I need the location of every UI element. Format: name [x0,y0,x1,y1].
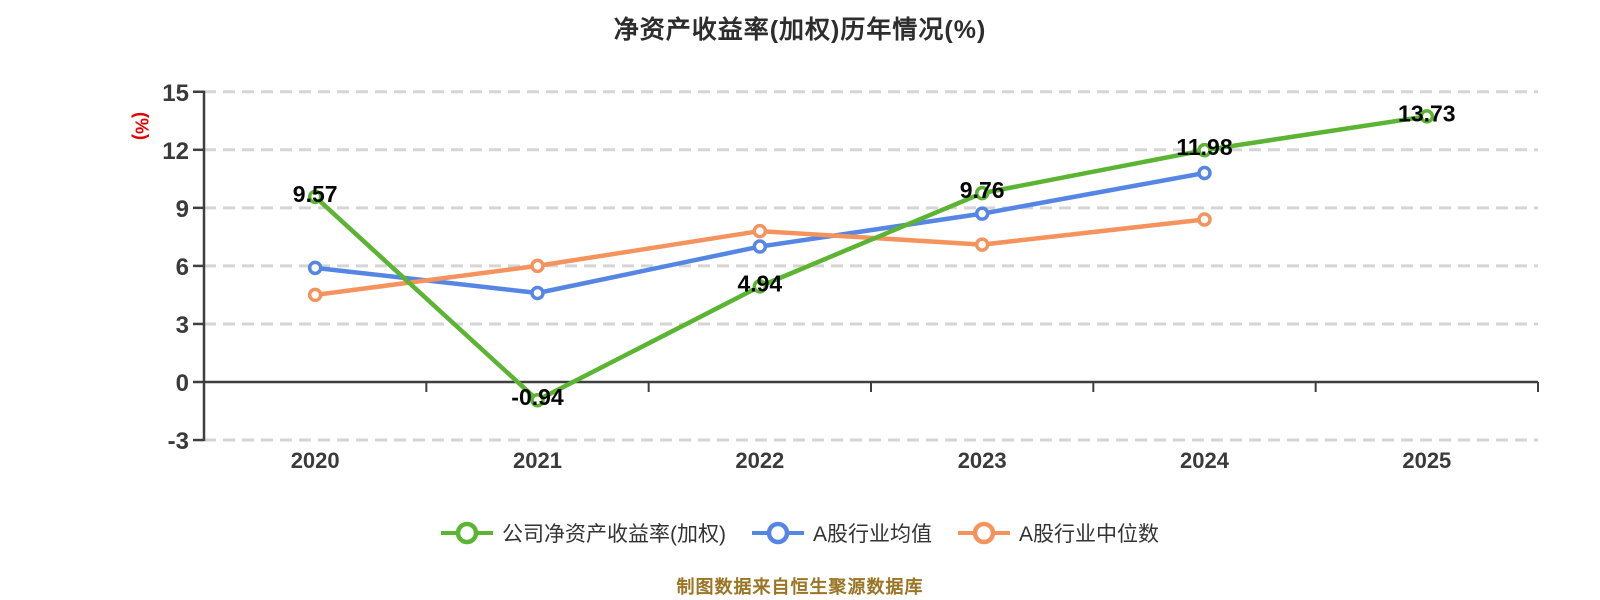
footer-attribution: 制图数据来自恒生聚源数据库 [676,577,924,597]
y-tick-label: 9 [176,196,189,223]
x-tick-label: 2025 [1402,448,1451,473]
x-tick-label: 2024 [1180,448,1230,473]
data-point-marker[interactable] [307,287,323,303]
data-point-marker[interactable] [530,285,545,301]
x-tick-label: 2021 [513,448,562,473]
y-tick-label: -3 [168,428,189,455]
data-point-marker[interactable] [1197,212,1212,227]
data-point-marker[interactable] [974,185,990,201]
legend-label: A股行业均值 [812,523,932,546]
data-point-marker[interactable] [530,258,545,274]
y-tick-label: 12 [162,138,189,165]
series-line-0 [312,114,1430,403]
x-tick-label: 2022 [735,448,784,473]
y-tick-label: 0 [176,370,189,397]
data-point-marker[interactable] [1197,142,1212,158]
x-tick-label: 2023 [958,448,1007,473]
legend-label: A股行业中位数 [1019,523,1160,546]
chart-title: 净资产收益率(加权)历年情况(%) [613,16,987,44]
data-point-label: 4.94 [737,270,782,296]
data-point-marker[interactable] [307,260,323,276]
data-point-marker[interactable] [974,206,990,221]
legend-item-series-1[interactable]: A股行业均值 [751,518,932,548]
y-tick-label: 3 [176,312,189,339]
legend-marker-icon [958,521,1010,545]
data-point-marker[interactable] [307,189,323,205]
x-tick-label: 2020 [291,448,340,473]
legend-marker-icon [440,521,493,545]
data-point-label: 9.57 [293,181,338,207]
data-point-label: -0.94 [511,384,564,410]
data-point-marker[interactable] [974,237,990,252]
data-point-label: 13.73 [1398,100,1456,126]
data-point-marker[interactable] [1197,165,1212,181]
legend-label: 公司净资产收益率(加权) [501,523,726,546]
data-point-marker[interactable] [752,223,768,239]
legend-item-series-0[interactable]: 公司净资产收益率(加权) [440,518,726,548]
data-point-label: 9.76 [960,177,1005,203]
legend-item-series-2[interactable]: A股行业中位数 [958,518,1159,548]
data-point-marker[interactable] [752,239,768,254]
legend-marker-icon [751,521,804,545]
y-tick-label: 15 [162,80,189,107]
data-point-marker[interactable] [530,392,545,408]
data-point-marker[interactable] [752,279,768,294]
y-tick-label: 6 [176,254,189,281]
data-point-label: 11.98 [1176,134,1232,160]
data-point-marker[interactable] [1419,109,1435,124]
legend: 公司净资产收益率(加权) A股行业均值 A股行业中位数 [0,518,1600,548]
